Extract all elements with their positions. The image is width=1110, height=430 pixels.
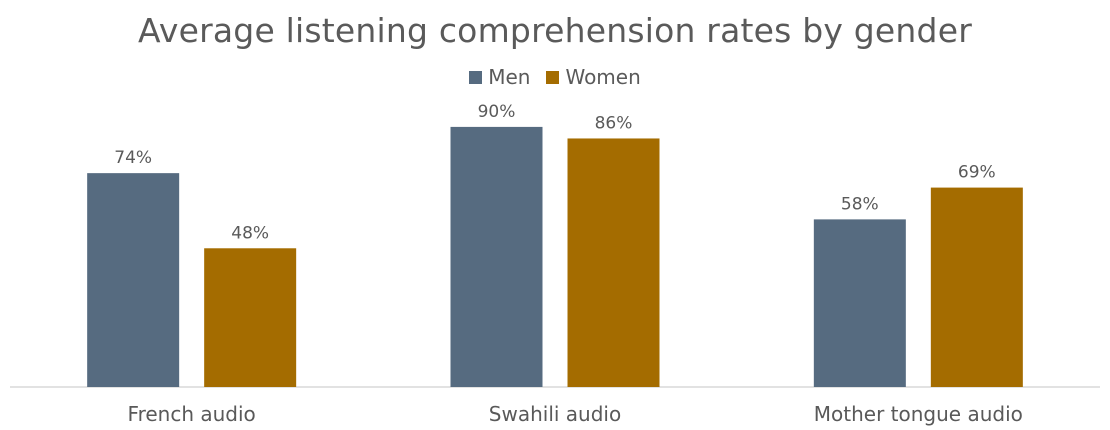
data-label-women-french-audio: 48% [231, 223, 269, 243]
bar-women-mother-tongue-audio [930, 187, 1023, 387]
bar-men-swahili-audio [450, 126, 543, 388]
bar-women-swahili-audio [567, 138, 660, 387]
bar-men-french-audio [87, 173, 180, 387]
category-label-swahili-audio: Swahili audio [489, 402, 621, 426]
chart-title: Average listening comprehension rates by… [138, 11, 972, 50]
bar-women-french-audio [204, 248, 297, 387]
legend-item-women: Women [546, 65, 641, 89]
data-label-men-french-audio: 74% [114, 148, 152, 168]
category-label-french-audio: French audio [128, 402, 256, 426]
legend-item-men: Men [469, 65, 530, 89]
data-label-women-mother-tongue-audio: 69% [958, 163, 996, 183]
data-label-women-swahili-audio: 86% [595, 113, 633, 133]
bar-men-mother-tongue-audio [813, 219, 906, 387]
category-label-mother-tongue-audio: Mother tongue audio [814, 402, 1023, 426]
legend-swatch-men [469, 70, 483, 84]
chart-legend: Men Women [0, 65, 1110, 89]
legend-label-men: Men [488, 65, 531, 89]
data-label-men-mother-tongue-audio: 58% [841, 194, 879, 214]
data-label-men-swahili-audio: 90% [478, 102, 516, 122]
legend-swatch-women [546, 70, 560, 84]
legend-label-women: Women [565, 65, 641, 89]
